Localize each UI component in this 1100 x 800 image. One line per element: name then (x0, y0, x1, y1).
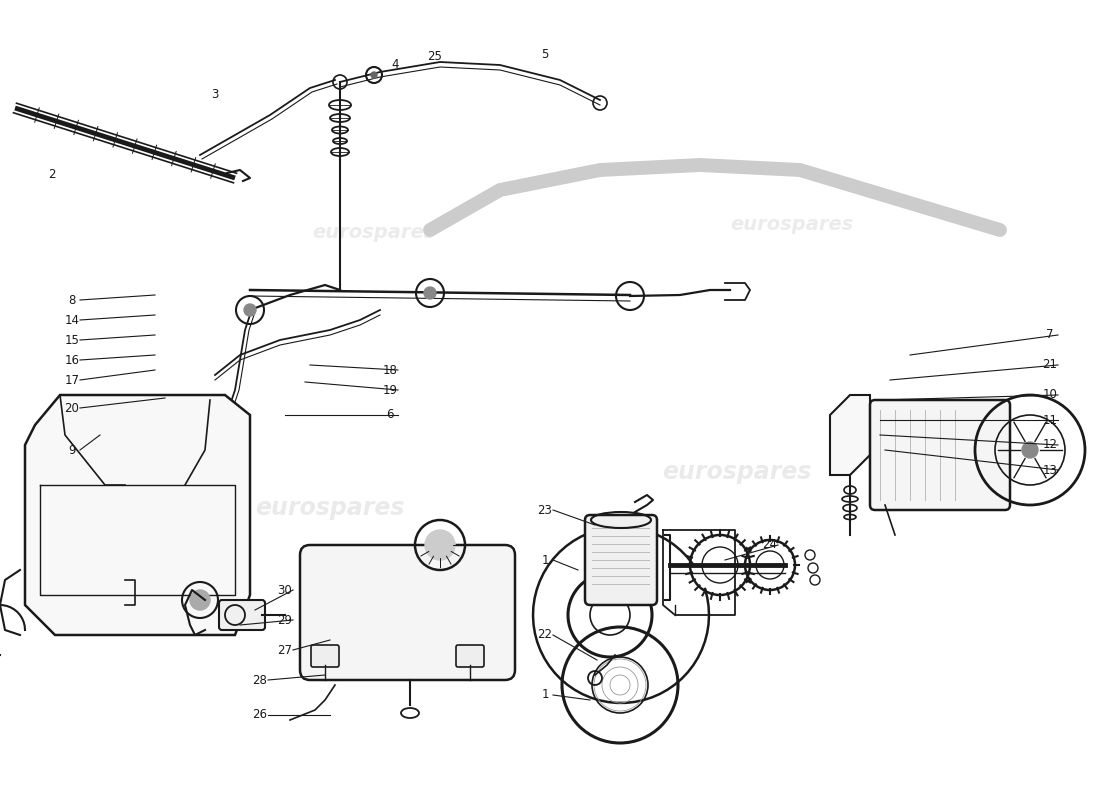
Text: 11: 11 (1043, 414, 1057, 426)
Text: 14: 14 (65, 314, 79, 326)
Text: 7: 7 (1046, 329, 1054, 342)
FancyBboxPatch shape (311, 645, 339, 667)
FancyBboxPatch shape (219, 600, 265, 630)
Text: eurospares: eurospares (730, 214, 854, 234)
Text: 2: 2 (48, 169, 56, 182)
Text: 30: 30 (277, 583, 293, 597)
Text: 1: 1 (541, 689, 549, 702)
Text: 1: 1 (541, 554, 549, 566)
FancyBboxPatch shape (585, 515, 657, 605)
Text: 20: 20 (65, 402, 79, 414)
FancyBboxPatch shape (870, 400, 1010, 510)
Text: eurospares: eurospares (662, 460, 812, 484)
Circle shape (190, 590, 210, 610)
Circle shape (425, 530, 455, 560)
Text: 10: 10 (1043, 389, 1057, 402)
Text: 28: 28 (253, 674, 267, 686)
FancyBboxPatch shape (300, 545, 515, 680)
Text: 23: 23 (538, 503, 552, 517)
Text: eurospares: eurospares (255, 496, 405, 520)
Text: 21: 21 (1043, 358, 1057, 371)
Text: 9: 9 (68, 443, 76, 457)
Text: 22: 22 (538, 629, 552, 642)
Circle shape (244, 304, 256, 316)
FancyBboxPatch shape (456, 645, 484, 667)
Circle shape (371, 72, 377, 78)
Text: eurospares: eurospares (312, 222, 436, 242)
Text: 29: 29 (277, 614, 293, 626)
Circle shape (424, 287, 436, 299)
Text: 24: 24 (762, 538, 778, 551)
Text: 12: 12 (1043, 438, 1057, 451)
Text: 3: 3 (211, 89, 219, 102)
Text: 8: 8 (68, 294, 76, 306)
Text: 17: 17 (65, 374, 79, 386)
Polygon shape (25, 395, 250, 635)
Text: 18: 18 (383, 363, 397, 377)
Text: 4: 4 (392, 58, 398, 71)
Text: 5: 5 (541, 49, 549, 62)
Text: 19: 19 (383, 383, 397, 397)
Text: 13: 13 (1043, 463, 1057, 477)
Text: 26: 26 (253, 709, 267, 722)
Polygon shape (830, 395, 870, 475)
Text: 27: 27 (277, 643, 293, 657)
Text: 15: 15 (65, 334, 79, 346)
Text: 16: 16 (65, 354, 79, 366)
Text: 25: 25 (428, 50, 442, 63)
Text: 6: 6 (386, 409, 394, 422)
Circle shape (1022, 442, 1038, 458)
